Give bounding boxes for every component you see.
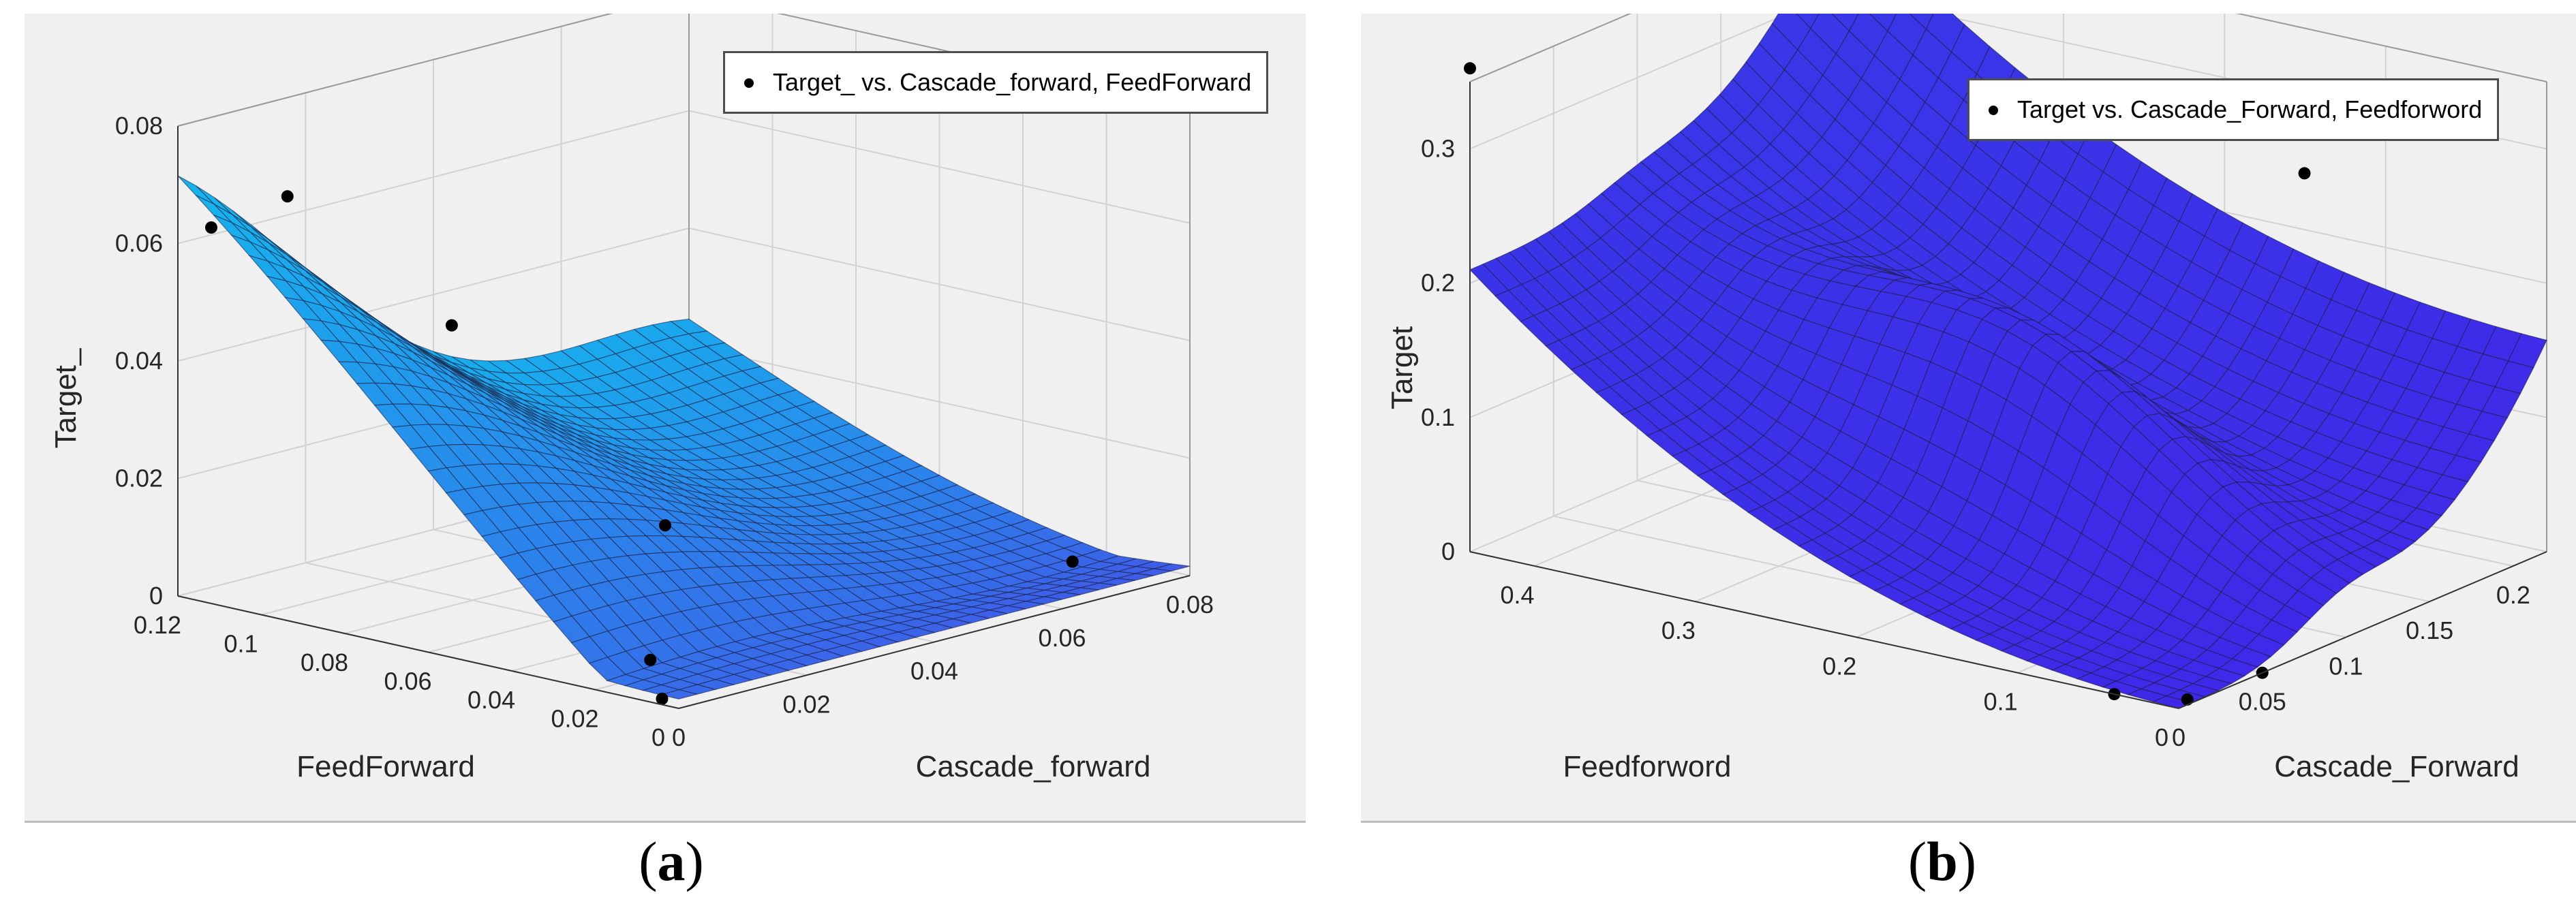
- legend-label-b: Target vs. Cascade_Forward, Feedforword: [2017, 95, 2483, 123]
- chart-panel-b: 0 0.05 0.1 0.15 0.2 0 0.1 0.2 0.3 0.4 0 0.1 0.2 0.3 Ca…: [1361, 14, 2576, 823]
- data-point: [445, 319, 458, 332]
- y-tick-label: 0.06: [384, 668, 431, 695]
- y-tick-label: 0.02: [551, 705, 598, 733]
- z-tick-label: 0.3: [1421, 135, 1455, 163]
- data-point: [1066, 555, 1079, 568]
- x-axis-label: Cascade_Forward: [2274, 750, 2519, 783]
- surface-plot-a: 0 0.02 0.04 0.06 0.08 0 0.02 0.04 0.06 0.08 0.1 0.1…: [49, 14, 1214, 783]
- y-tick-label: 0.12: [134, 611, 181, 639]
- z-tick-label: 0.06: [115, 230, 163, 257]
- y-tick-label: 0.3: [1661, 616, 1696, 644]
- surface-patch: [1796, 14, 1820, 29]
- surface-mesh: [1469, 14, 2547, 709]
- x-tick-label: 0: [672, 723, 686, 751]
- legend-marker-icon: [744, 78, 754, 88]
- surface-patch: [177, 175, 215, 205]
- y-tick-label: 0.1: [1984, 688, 2018, 716]
- z-tick-label: 0.1: [1421, 403, 1455, 431]
- chart-panel-a: 0 0.02 0.04 0.06 0.08 0 0.02 0.04 0.06 0.08 0.1 0.1…: [25, 14, 1306, 823]
- caption-letter-a: a: [657, 830, 686, 892]
- grid-line: [177, 110, 1191, 245]
- x-tick-label: 0.06: [1038, 624, 1086, 652]
- z-tick-label: 0.04: [115, 347, 163, 375]
- data-point: [656, 692, 669, 705]
- box-edge: [1469, 14, 1632, 82]
- y-axis-label: Feedforword: [1563, 750, 1731, 783]
- y-tick-label: 0.04: [467, 686, 515, 714]
- data-point: [2181, 693, 2194, 706]
- z-tick-label: 0: [1441, 537, 1455, 565]
- x-tick-label: 0: [2172, 723, 2186, 751]
- y-tick-label: 0.1: [224, 630, 258, 658]
- surface-plot-b: 0 0.05 0.1 0.15 0.2 0 0.1 0.2 0.3 0.4 0 0.1 0.2 0.3 Ca…: [1385, 14, 2547, 783]
- x-tick-label: 0.2: [2496, 581, 2530, 609]
- z-axis-label: Target_: [49, 348, 82, 448]
- x-tick-label: 0.04: [910, 657, 958, 685]
- box-edge: [2235, 14, 2547, 82]
- x-tick-label: 0.05: [2239, 688, 2286, 716]
- legend-marker-icon: [1989, 106, 1998, 115]
- x-tick-label: 0.1: [2329, 652, 2363, 680]
- y-axis: [177, 595, 679, 709]
- data-point: [205, 221, 217, 234]
- x-tick-label: 0.02: [782, 690, 830, 718]
- y-axis: [1469, 551, 2179, 709]
- data-point: [644, 653, 657, 666]
- caption-letter-b: b: [1927, 830, 1958, 892]
- data-point: [281, 190, 294, 203]
- y-tick-label: 0.4: [1501, 581, 1535, 609]
- x-axis: [678, 575, 1191, 709]
- y-axis-label: FeedForward: [296, 750, 475, 783]
- box-edge: [177, 14, 613, 127]
- data-point: [659, 519, 671, 532]
- data-point: [1464, 62, 1476, 75]
- x-axis-label: Cascade_forward: [916, 750, 1151, 783]
- z-axis-label: Target: [1385, 326, 1419, 409]
- y-tick-label: 0.08: [301, 648, 348, 676]
- surface-mesh: [177, 175, 1191, 700]
- z-tick-label: 0.08: [115, 112, 163, 140]
- legend-a: Target_ vs. Cascade_forward, FeedForward: [723, 51, 1269, 114]
- y-tick-label: 0: [651, 723, 665, 751]
- caption-a: (a): [639, 830, 704, 892]
- legend-b: Target vs. Cascade_Forward, Feedforword: [1967, 78, 2500, 141]
- z-tick-label: 0.2: [1421, 269, 1455, 297]
- x-tick-label: 0.08: [1166, 591, 1214, 618]
- caption-b: (b): [1907, 830, 1977, 892]
- x-axis: [2178, 551, 2547, 709]
- legend-label-a: Target_ vs. Cascade_forward, FeedForward: [773, 68, 1252, 96]
- z-tick-label: 0.02: [115, 465, 163, 492]
- data-point: [2298, 167, 2311, 180]
- x-tick-label: 0.15: [2406, 616, 2453, 644]
- y-tick-label: 0.2: [1822, 652, 1856, 680]
- z-tick-label: 0: [149, 582, 163, 610]
- y-tick-label: 0: [2155, 723, 2168, 751]
